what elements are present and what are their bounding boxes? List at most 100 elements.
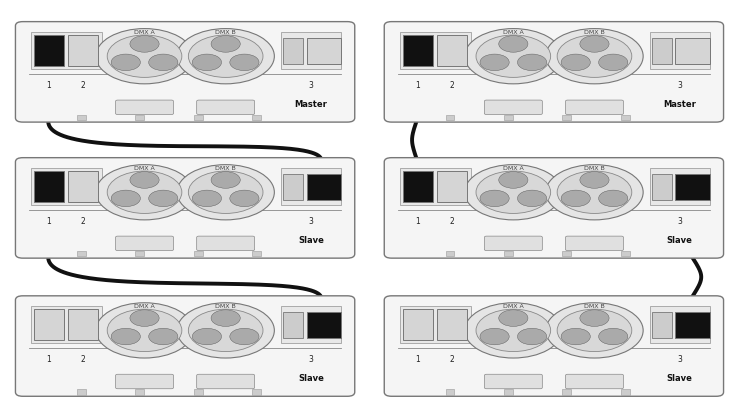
Bar [504,251,513,257]
FancyBboxPatch shape [565,100,624,115]
FancyBboxPatch shape [16,158,355,258]
Circle shape [111,190,140,207]
Bar [675,312,709,338]
Circle shape [580,310,609,326]
Bar [34,35,64,66]
Circle shape [557,35,632,77]
Bar [307,38,341,63]
Circle shape [130,172,159,188]
Text: 3: 3 [308,217,313,226]
Bar [437,171,467,202]
Bar [135,115,144,121]
Circle shape [480,328,509,345]
Circle shape [557,171,632,213]
Circle shape [517,54,547,71]
FancyBboxPatch shape [197,236,255,251]
Bar [68,309,98,340]
Circle shape [149,328,178,345]
Circle shape [188,171,263,213]
Bar [31,307,102,343]
FancyBboxPatch shape [115,236,174,251]
FancyBboxPatch shape [484,236,542,251]
Bar [77,115,86,121]
Bar [252,251,261,257]
Circle shape [107,309,182,352]
Bar [283,38,303,63]
Circle shape [107,35,182,77]
Text: 1: 1 [415,81,420,90]
Text: DMX B: DMX B [584,30,605,35]
Text: 1: 1 [47,217,51,226]
Circle shape [499,36,528,52]
Circle shape [580,172,609,188]
Text: 3: 3 [677,81,682,90]
Bar [650,307,709,343]
Circle shape [192,328,222,345]
Bar [446,115,454,121]
FancyBboxPatch shape [384,21,723,122]
Bar [400,307,471,343]
FancyBboxPatch shape [115,374,174,389]
Bar [403,35,432,66]
Bar [77,389,86,395]
Circle shape [192,190,222,207]
FancyBboxPatch shape [565,374,624,389]
Circle shape [476,309,551,352]
Circle shape [130,310,159,326]
Circle shape [517,328,547,345]
Circle shape [96,165,193,220]
Bar [652,38,672,63]
Bar [281,307,341,343]
FancyBboxPatch shape [16,21,355,122]
FancyBboxPatch shape [197,100,255,115]
Circle shape [465,29,562,84]
Text: DMX B: DMX B [584,304,605,309]
FancyBboxPatch shape [115,100,174,115]
Circle shape [561,190,590,207]
Circle shape [599,190,628,207]
Circle shape [546,29,643,84]
Circle shape [557,309,632,352]
Text: 2: 2 [81,81,86,90]
Bar [194,115,202,121]
Bar [400,32,471,69]
Bar [307,174,341,200]
Text: DMX A: DMX A [503,304,524,309]
Text: 3: 3 [677,217,682,226]
Text: DMX B: DMX B [215,166,236,171]
Circle shape [177,29,274,84]
Bar [504,389,513,395]
Circle shape [476,35,551,77]
Bar [652,174,672,200]
Bar [281,168,341,205]
Text: Master: Master [663,100,696,109]
FancyBboxPatch shape [484,100,542,115]
Circle shape [111,328,140,345]
Bar [437,309,467,340]
Bar [562,389,571,395]
Circle shape [230,54,259,71]
Bar [77,251,86,257]
Bar [562,251,571,257]
Text: 2: 2 [449,217,454,226]
Text: Slave: Slave [298,236,324,244]
Bar [675,38,709,63]
Bar [621,115,630,121]
Text: DMX A: DMX A [503,30,524,35]
Bar [650,32,709,69]
Text: DMX A: DMX A [134,30,155,35]
Circle shape [149,190,178,207]
Circle shape [211,310,240,326]
Bar [307,312,341,338]
Bar [281,32,341,69]
Bar [650,168,709,205]
Text: DMX A: DMX A [134,304,155,309]
Bar [283,174,303,200]
Text: Master: Master [294,100,327,109]
Bar [194,389,202,395]
Text: Slave: Slave [667,236,692,244]
Bar [403,309,432,340]
Circle shape [499,310,528,326]
Circle shape [499,172,528,188]
Text: 1: 1 [415,217,420,226]
